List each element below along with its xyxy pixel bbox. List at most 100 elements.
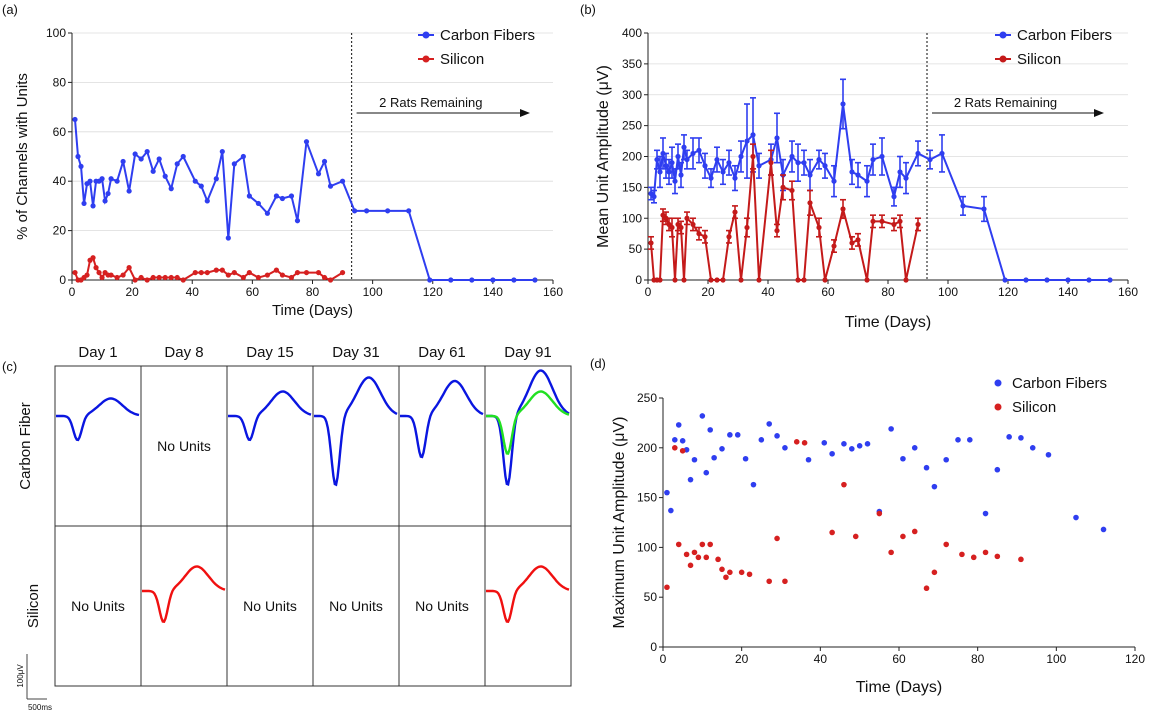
data-point — [732, 175, 738, 181]
data-point — [490, 277, 496, 283]
data-point — [114, 178, 120, 184]
y-tick-label: 300 — [622, 88, 642, 102]
data-point — [108, 272, 114, 278]
data-point — [915, 150, 921, 157]
data-point — [1086, 277, 1092, 283]
spike-waveform — [228, 390, 312, 442]
data-point — [1044, 277, 1050, 283]
data-point — [219, 148, 225, 155]
data-point — [807, 172, 813, 178]
data-point — [288, 193, 295, 199]
legend-label: Carbon Fibers — [1012, 375, 1107, 392]
data-point — [726, 160, 732, 166]
data-point — [943, 541, 949, 548]
data-point — [126, 265, 132, 271]
data-point — [156, 274, 162, 281]
x-tick-label: 20 — [735, 652, 749, 666]
data-point — [708, 175, 714, 181]
x-tick-label: 40 — [761, 285, 775, 299]
y-tick-label: 50 — [629, 242, 643, 256]
data-point — [93, 265, 99, 271]
legend-label: Silicon — [1012, 399, 1056, 416]
x-tick-label: 140 — [1058, 285, 1078, 299]
no-units-label: No Units — [157, 438, 211, 454]
data-point — [108, 176, 114, 182]
panel-d: (d) 0 50 100 150 200 250 0 20 40 60 80 100 120 Time (D… — [590, 356, 1145, 696]
data-point — [841, 441, 847, 447]
data-point — [315, 269, 322, 276]
data-point — [144, 277, 150, 283]
data-point — [1107, 277, 1113, 283]
data-point — [816, 224, 822, 231]
x-tick-label: 120 — [1125, 652, 1145, 666]
y-tick-label: 150 — [622, 180, 642, 194]
data-point — [970, 554, 977, 561]
x-tick-label: 20 — [125, 285, 139, 299]
data-point — [864, 178, 870, 184]
data-point — [703, 469, 710, 476]
data-point — [782, 445, 788, 451]
data-point — [683, 551, 690, 558]
legend-label: Carbon Fibers — [440, 27, 535, 44]
no-units-label: No Units — [71, 598, 125, 614]
data-point — [756, 163, 762, 169]
x-tick-label: 100 — [938, 285, 958, 299]
data-point — [900, 455, 906, 462]
data-point — [742, 455, 749, 462]
x-tick-label: 0 — [660, 652, 667, 666]
data-point — [126, 188, 132, 194]
data-point — [231, 161, 237, 167]
data-point — [448, 277, 454, 283]
data-point — [351, 208, 358, 214]
data-point — [746, 571, 753, 578]
data-point — [891, 221, 897, 228]
data-point — [911, 445, 918, 451]
legend-marker — [999, 31, 1007, 39]
data-point — [672, 437, 678, 443]
panel-c: (c) Day 1 Day 8 Day 15 Day 31 Day 61 Day 91 Car… — [2, 344, 572, 712]
data-point — [768, 160, 774, 166]
y-tick-label: 250 — [637, 391, 657, 405]
data-point — [774, 535, 780, 542]
data-point — [756, 277, 762, 283]
data-point — [955, 437, 961, 443]
y-tick-label: 0 — [59, 273, 66, 287]
data-point — [732, 209, 738, 215]
panel-label: (d) — [590, 356, 606, 371]
column-header: Day 31 — [332, 344, 380, 361]
data-point — [774, 135, 780, 141]
data-point — [699, 413, 706, 419]
scale-bar-v-label: 100μV — [16, 664, 25, 688]
legend-marker — [999, 55, 1007, 63]
legend-marker — [994, 379, 1002, 387]
data-point — [219, 267, 225, 273]
data-point — [939, 150, 945, 157]
data-point — [246, 269, 252, 276]
data-point — [795, 277, 801, 283]
data-point — [900, 533, 906, 540]
data-point — [687, 476, 694, 483]
x-tick-label: 20 — [701, 285, 715, 299]
data-point — [821, 440, 828, 446]
data-point — [678, 172, 684, 178]
data-point — [849, 240, 855, 246]
data-point — [681, 144, 687, 150]
y-axis-label: % of Channels with Units — [14, 73, 31, 240]
data-point — [696, 231, 702, 237]
data-point — [684, 215, 690, 221]
data-point — [279, 272, 286, 278]
data-point — [204, 198, 210, 204]
data-point — [960, 203, 966, 209]
x-tick-label: 60 — [821, 285, 835, 299]
data-point — [339, 269, 346, 276]
data-point — [855, 237, 861, 243]
spike-waveform — [486, 565, 570, 624]
data-point — [321, 274, 328, 281]
data-point — [120, 272, 126, 278]
data-point — [144, 148, 150, 155]
data-point — [120, 158, 126, 165]
data-point — [1023, 277, 1029, 283]
data-point — [744, 224, 750, 231]
data-point — [891, 194, 897, 200]
data-point — [822, 277, 828, 283]
